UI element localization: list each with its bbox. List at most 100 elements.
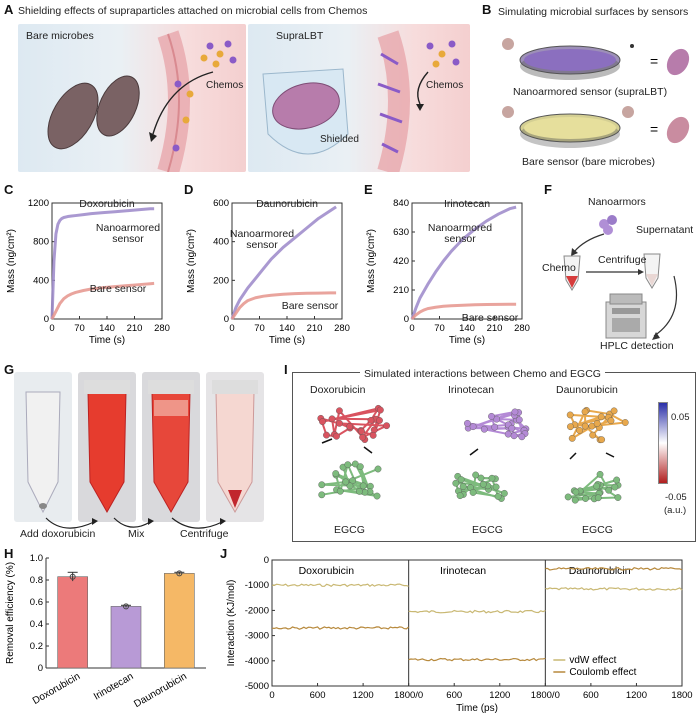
nanoarmors-label: Nanoarmors (588, 196, 646, 208)
nanoarmored-sensor-line (230, 205, 337, 320)
plot-frame (411, 202, 523, 320)
x-tick-label: 600 (310, 690, 326, 701)
y-tick-label: 0 (224, 314, 229, 325)
daunorubicin-atom (566, 411, 574, 419)
x-tick-label: 70 (434, 323, 445, 334)
supralbt-label: SupraLBT (276, 30, 324, 42)
interaction-arrow (605, 452, 615, 458)
y-axis-label: Mass (ng/cm²) (186, 229, 197, 293)
doxorubicin-bond (320, 417, 351, 428)
x-tick-label: 0 (409, 323, 414, 334)
egcg-3-atom (593, 482, 600, 490)
chart-d-daunorubicin: Daunorubicin 0 70 140 210 280 0 200 400 600 Time (… (186, 198, 350, 346)
chart-title: Doxorubicin (79, 198, 135, 210)
segment-title: Daunorubicin (569, 565, 631, 577)
panel-a-bare-box: Bare microbes Chemos (18, 24, 246, 172)
x-category-label: Daunorubicin (132, 671, 189, 710)
irinotecan-atom (469, 423, 477, 431)
daunorubicin-atom (581, 408, 589, 416)
daunorubicin-atom (568, 434, 576, 442)
egcg-label-3: EGCG (582, 524, 613, 536)
egcg-1-atom (342, 478, 350, 486)
egcg-3-atom (582, 495, 589, 502)
egcg-label-2: EGCG (472, 524, 503, 536)
chemos-label-left: Chemos (206, 80, 244, 91)
bar-doxorubicin (57, 576, 88, 669)
y-tick-label: 0.6 (30, 597, 43, 608)
supernatant-label: Supernatant (636, 224, 694, 236)
y-tick-label: 210 (393, 285, 409, 296)
panel-label-c: C (4, 182, 14, 197)
color-scale-unit: (a.u.) (664, 505, 687, 516)
egcg-2-bond (455, 482, 484, 486)
panel-i-title: Simulated interactions between Chemo and… (360, 368, 605, 380)
egcg-1-atom (373, 492, 381, 500)
doxorubicin-atom (376, 417, 383, 424)
y-tick-label: -3000 (245, 631, 269, 642)
bare-sensor-line (50, 281, 155, 320)
x-tick-label: 280 (514, 323, 530, 334)
panel-label-j: J (220, 546, 228, 561)
data-point (176, 570, 183, 577)
doxorubicin-atom (328, 415, 336, 423)
supralbt-illustration (262, 30, 460, 172)
x-tick-label: 210 (487, 323, 503, 334)
doxorubicin-atom (323, 431, 330, 439)
nanoarmored-sensor-line (410, 205, 517, 320)
panel-label-b: B (482, 2, 492, 17)
molecule-label-daunorubicin: Daunorubicin (556, 384, 618, 396)
x-axis-label: Time (s) (449, 335, 485, 346)
chart-c-doxorubicin: Doxorubicin 0 70 140 210 280 0 400 800 1200 Time (… (6, 198, 170, 346)
egcg-2-atom (469, 489, 477, 496)
y-tick-label: -1000 (245, 580, 269, 591)
egcg-2-atom (457, 476, 465, 483)
chart-title: Irinotecan (444, 198, 490, 210)
irinotecan-atom (464, 419, 471, 427)
egcg-3-atom (611, 483, 619, 491)
egcg-2-atom (472, 471, 480, 479)
irinotecan-atom (480, 425, 488, 433)
series-label: Nanoarmored (428, 222, 492, 234)
y-tick-label: 840 (393, 198, 409, 209)
egcg-3-atom (596, 470, 604, 478)
y-tick-label: 420 (393, 256, 409, 267)
y-tick-label: 630 (393, 227, 409, 238)
panel-b-title: Simulating microbial surfaces by sensors (498, 6, 689, 18)
x-axis-label: Time (s) (89, 335, 125, 346)
x-tick-label: 1200 (489, 690, 510, 701)
egcg-label-1: EGCG (334, 524, 365, 536)
irinotecan-atom (510, 432, 518, 440)
daunorubicin-atom (589, 431, 597, 439)
doxorubicin-atom (346, 423, 354, 430)
x-tick-label: 1800 (671, 690, 692, 701)
x-tick-label: 140 (459, 323, 475, 334)
egcg-2-atom (456, 492, 464, 500)
x-tick-label: 1800/0 (394, 690, 423, 701)
chart-h-removal-efficiency: 0 0.2 0.4 0.6 0.8 1.0 Removal efficiency (%) Do… (5, 553, 206, 710)
panel-label-h: H (4, 546, 14, 561)
series-label: sensor (112, 233, 144, 245)
doxorubicin-atom (319, 418, 326, 426)
coulomb-effect-line (545, 566, 683, 571)
egcg-2-atom (477, 474, 485, 482)
y-tick-label: -2000 (245, 605, 269, 616)
y-tick-label: 600 (213, 198, 229, 209)
irinotecan-atom (488, 412, 495, 420)
egcg-1-atom (374, 465, 382, 473)
y-tick-label: 1200 (28, 198, 49, 209)
egcg-1-atom (344, 461, 352, 469)
doxorubicin-atom (336, 419, 343, 427)
y-axis-label: Removal efficiency (%) (5, 562, 16, 664)
x-axis-label: Time (ps) (456, 703, 498, 714)
egcg-1-atom (332, 470, 340, 477)
panel-a-title: Shielding effects of supraparticles atta… (18, 5, 368, 17)
y-tick-label: 0.8 (30, 575, 43, 586)
y-tick-label: 0.4 (30, 619, 43, 630)
segment-title: Doxorubicin (299, 565, 355, 577)
y-axis-label: Mass (ng/cm²) (366, 229, 377, 293)
bar-irinotecan (110, 606, 142, 669)
panel-g-arrows (45, 517, 226, 529)
coulomb-effect-line (408, 657, 546, 662)
panel-f-illustration (563, 215, 678, 340)
step-centrifuge: Centrifuge (180, 528, 229, 540)
